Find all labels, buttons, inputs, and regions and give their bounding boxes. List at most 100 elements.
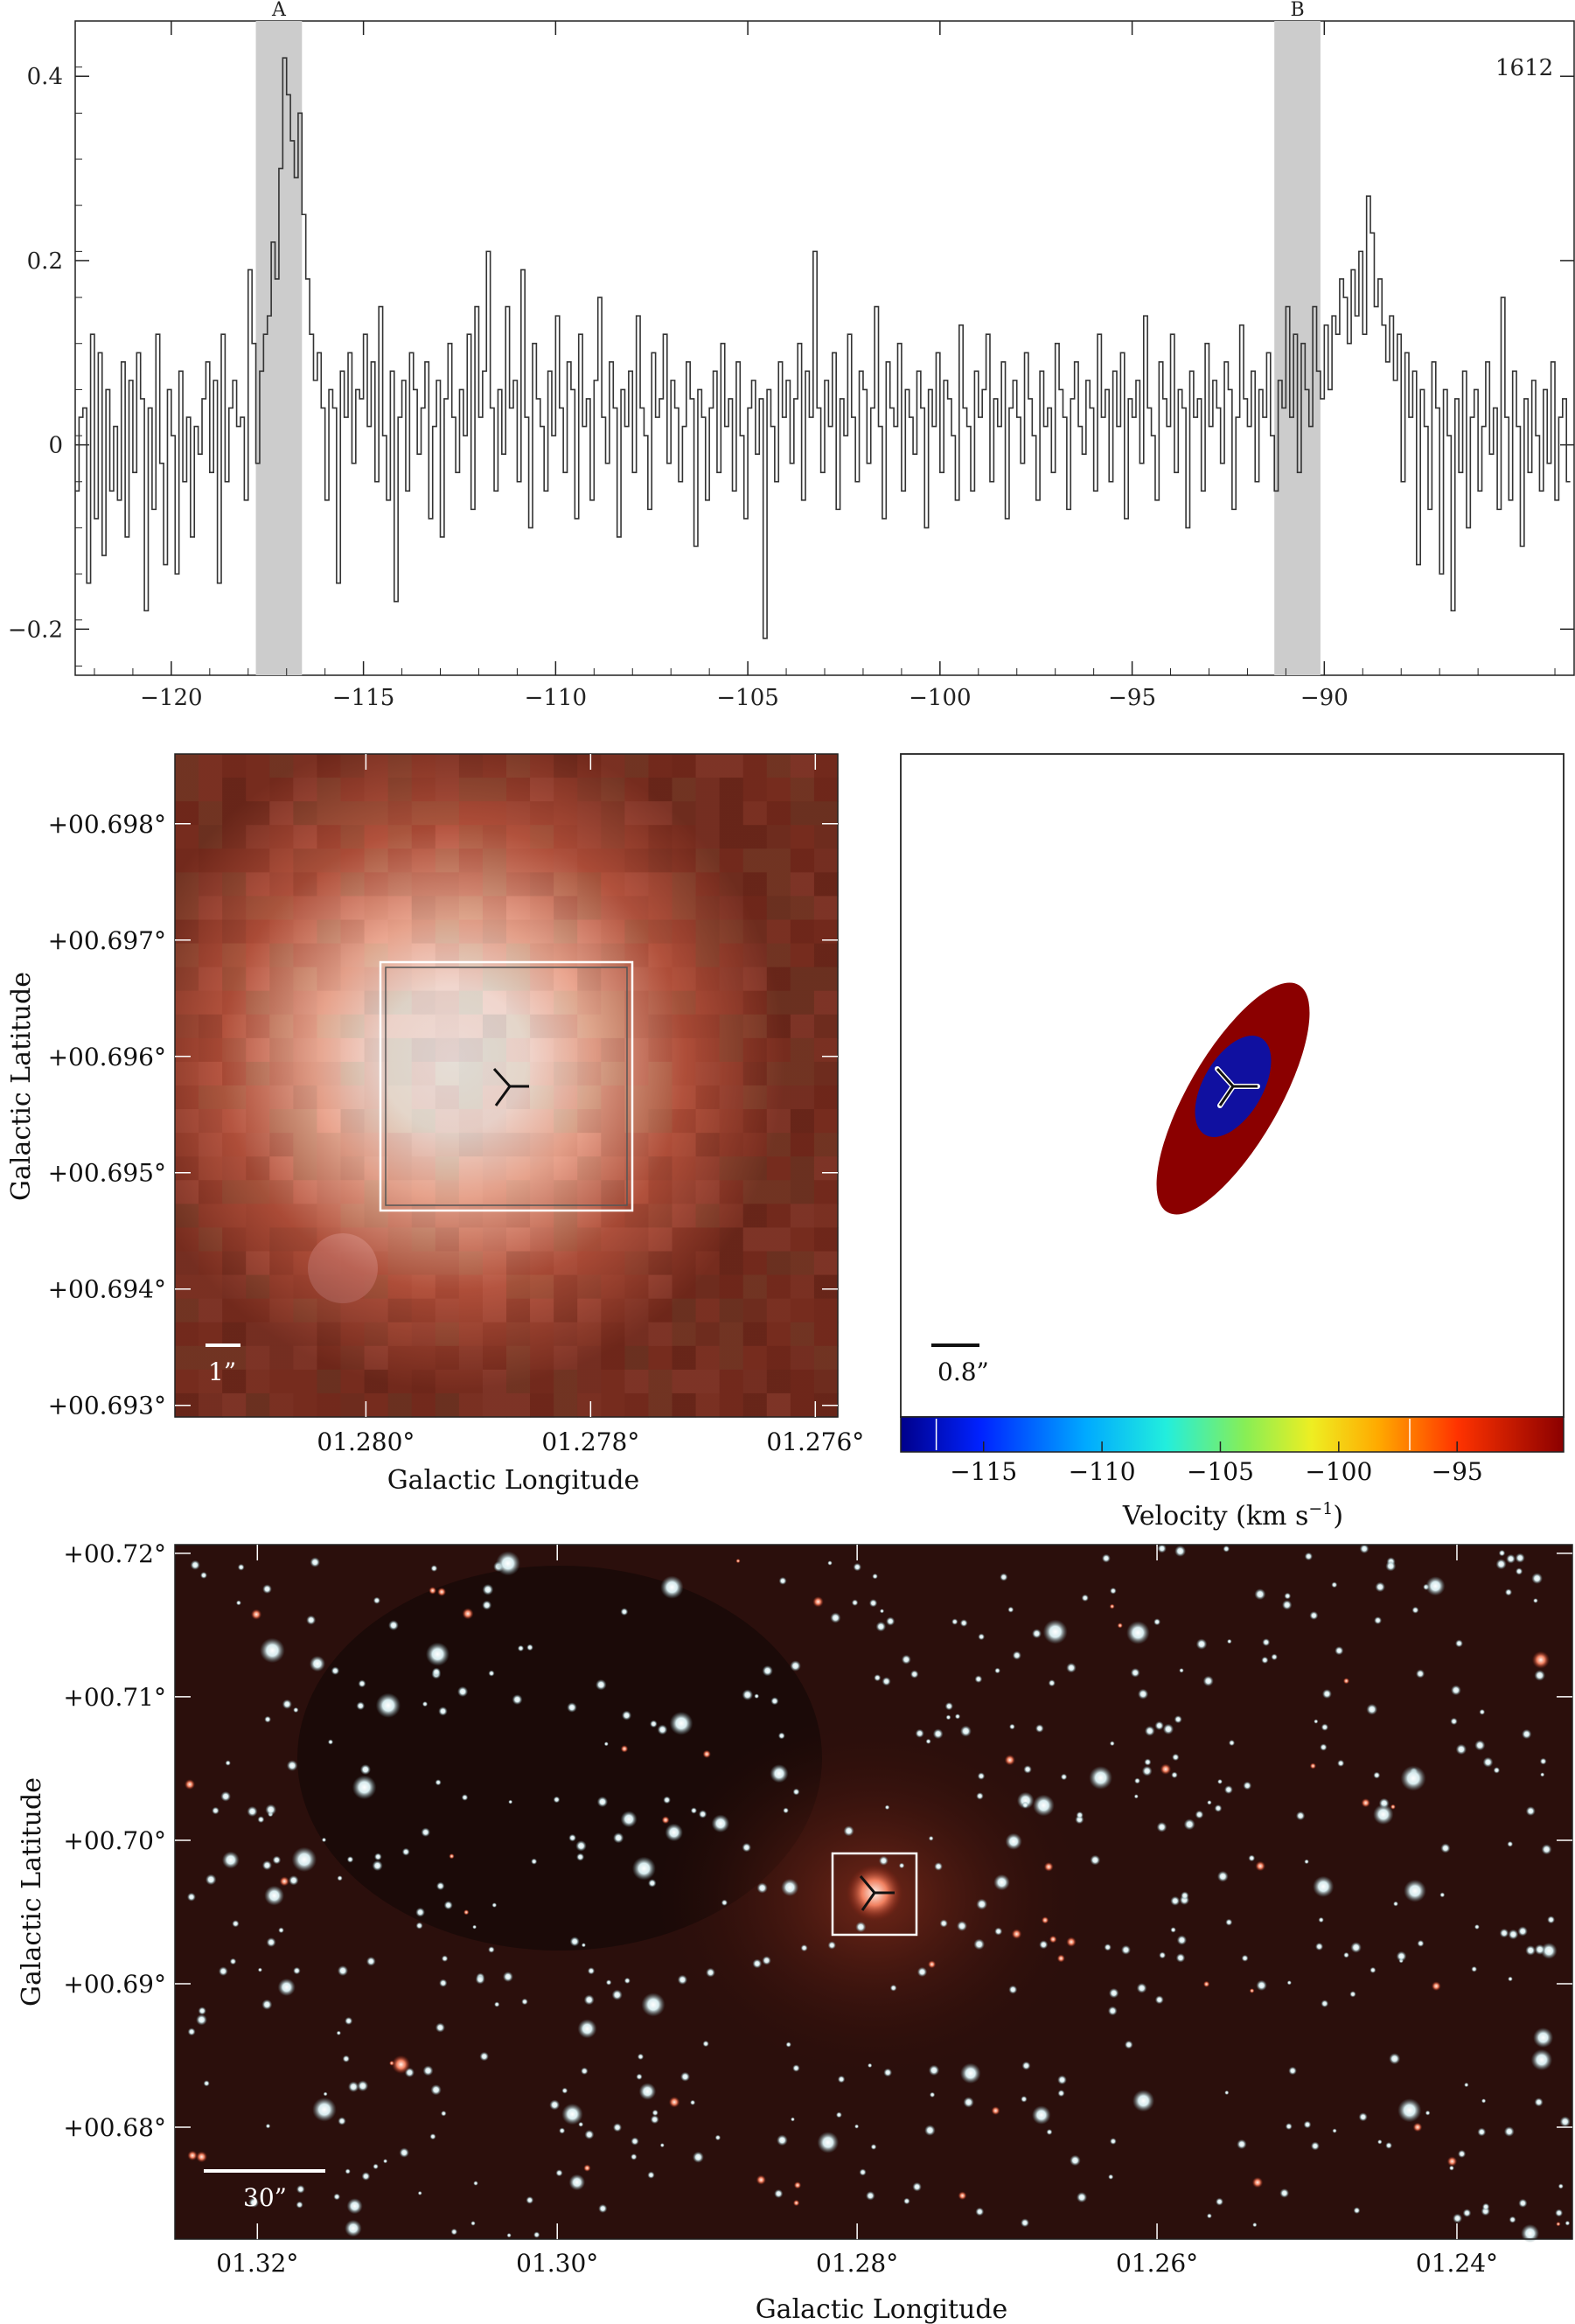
star — [1108, 1987, 1119, 1999]
star — [1089, 1766, 1112, 1790]
star — [1172, 1753, 1180, 1762]
star — [1066, 1937, 1077, 1947]
x-tick-label: 01.32° — [216, 2249, 298, 2278]
y-tick-label: +00.696° — [48, 1043, 166, 1071]
star — [282, 1699, 292, 1709]
star — [1282, 1600, 1293, 1610]
star — [553, 1796, 561, 1804]
star — [185, 1779, 195, 1790]
star — [963, 2097, 974, 2108]
star — [1482, 1756, 1494, 1768]
zoom-image-panel: 1” 01.280° 01.278° 01.276° +00.698° +00.697… — [6, 753, 864, 1496]
star — [939, 1919, 948, 1928]
star — [1508, 1929, 1519, 1940]
star — [1309, 1762, 1316, 1769]
colorbar-tick-label: −115 — [950, 1457, 1017, 1486]
star — [218, 1966, 228, 1977]
star — [1477, 2127, 1487, 2137]
star — [399, 2147, 409, 2158]
star — [261, 1999, 273, 2010]
star — [257, 1816, 265, 1824]
star — [1057, 2090, 1065, 2097]
star — [661, 1816, 670, 1825]
star — [375, 1692, 401, 1718]
star — [925, 1738, 931, 1744]
star — [793, 2181, 802, 2189]
star — [1555, 2209, 1564, 2217]
star — [1261, 1656, 1269, 1664]
star — [1033, 1794, 1055, 1817]
star — [583, 2164, 591, 2172]
star — [636, 2073, 643, 2080]
star — [1170, 1927, 1176, 1933]
star — [266, 1937, 276, 1948]
y-tick-label: 0.2 — [27, 248, 63, 275]
star — [1525, 1806, 1536, 1817]
star — [257, 1967, 262, 1972]
star — [974, 1675, 983, 1684]
star — [1076, 1811, 1084, 1819]
maser-position-icon-core — [1216, 1067, 1258, 1106]
star — [613, 1832, 624, 1844]
x-tick-label: −105 — [716, 685, 778, 708]
colorbar-tick-label: −100 — [1305, 1457, 1372, 1486]
spectrum-series-line — [75, 57, 1571, 639]
star — [356, 1701, 366, 1711]
zoom-y-axis: +00.698° +00.697° +00.696° +00.695° +00.694°… — [48, 810, 838, 1420]
star — [1337, 1759, 1345, 1767]
star — [1440, 1843, 1451, 1853]
star — [449, 1853, 455, 1860]
star — [187, 2027, 196, 2036]
scale-bar-label: 0.8” — [937, 1357, 989, 1386]
star — [912, 2181, 922, 2192]
star — [1195, 1638, 1208, 1650]
star — [1499, 1928, 1509, 1938]
star — [569, 1937, 580, 1947]
star — [752, 1958, 763, 1969]
star — [327, 1739, 334, 1745]
star — [872, 1573, 878, 1580]
star — [657, 1724, 668, 1735]
star — [702, 2040, 709, 2048]
star — [1117, 1623, 1124, 1629]
star — [336, 2030, 341, 2035]
star — [889, 1984, 897, 1992]
star — [1534, 1944, 1545, 1955]
star — [1431, 1981, 1441, 1992]
zoom-region-box — [831, 1852, 918, 1937]
star — [1504, 1588, 1513, 1596]
star — [1331, 1581, 1338, 1588]
colorbar-tick-label: −105 — [1187, 1457, 1254, 1486]
star — [429, 2133, 436, 2140]
star — [342, 2055, 350, 2062]
star — [1124, 2040, 1133, 2049]
star — [1004, 1755, 1015, 1766]
star — [928, 1960, 937, 1969]
star — [1479, 1708, 1486, 1715]
velocity-colorbar — [900, 1416, 1565, 1453]
star — [1195, 1810, 1204, 1819]
star — [1416, 1669, 1425, 1678]
x-tick-label: −90 — [1300, 685, 1349, 708]
star — [665, 1823, 683, 1842]
star — [1464, 2082, 1469, 2088]
star — [508, 1799, 513, 1804]
star — [1181, 1891, 1189, 1900]
star — [261, 1860, 272, 1871]
star — [1332, 2128, 1337, 2133]
star — [373, 1853, 382, 1861]
star — [1216, 2197, 1223, 2206]
field-x-axis: 01.32° 01.30° 01.28° 01.26° 01.24° — [216, 1545, 1498, 2278]
scale-bar-label: 30” — [243, 2183, 287, 2212]
star — [1534, 2097, 1544, 2107]
star — [422, 1701, 429, 1707]
star — [345, 2219, 362, 2237]
star — [1223, 1545, 1230, 1553]
colorbar-tick-label: −95 — [1432, 1457, 1483, 1486]
star — [756, 1882, 768, 1894]
star — [1521, 2223, 1540, 2243]
star — [855, 1922, 867, 1933]
star — [421, 1827, 431, 1838]
y-tick-label: −0.2 — [8, 617, 63, 643]
